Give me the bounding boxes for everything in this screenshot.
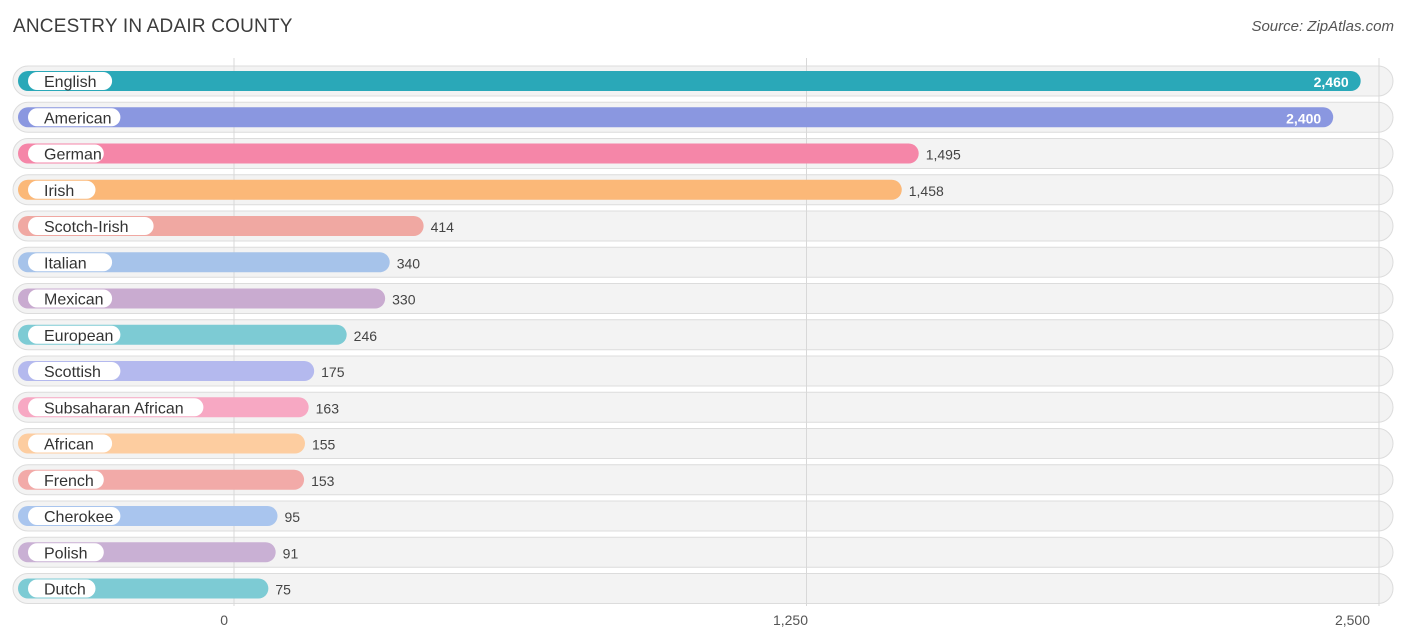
category-label: French <box>44 473 94 490</box>
row-background <box>12 428 1394 459</box>
category-label-pill <box>28 470 104 489</box>
row-background <box>12 500 1394 532</box>
value-label: 163 <box>316 400 340 416</box>
row-background <box>12 536 1394 568</box>
category-label: American <box>44 110 112 127</box>
bar <box>18 107 1334 128</box>
value-label: 414 <box>431 219 455 235</box>
row-background <box>12 319 1394 351</box>
value-label: 1,458 <box>909 183 944 199</box>
category-label: African <box>44 437 94 454</box>
category-label-pill <box>28 362 121 380</box>
bar <box>18 71 1361 91</box>
chart-title: ANCESTRY IN ADAIR COUNTY <box>13 16 293 37</box>
value-label: 2,460 <box>1314 74 1349 90</box>
category-label: Cherokee <box>44 509 113 526</box>
category-label: Subsaharan African <box>44 400 184 417</box>
value-label: 95 <box>285 509 301 525</box>
category-label-pill <box>28 579 96 598</box>
value-label: 155 <box>312 437 336 453</box>
bar <box>18 143 919 164</box>
category-label: Mexican <box>44 292 104 309</box>
category-label: Polish <box>44 545 88 562</box>
value-label: 330 <box>392 292 416 308</box>
category-label-pill <box>28 108 121 127</box>
x-tick-label: 1,250 <box>773 612 808 628</box>
value-label: 340 <box>397 255 421 271</box>
source-note: Source: ZipAtlas.com <box>1251 18 1394 35</box>
category-label-pill <box>28 398 204 417</box>
row-background <box>12 573 1394 604</box>
category-label-pill <box>28 72 113 90</box>
value-label: 1,495 <box>926 147 961 163</box>
x-tick-label: 0 <box>220 612 228 628</box>
x-tick-label: 2,500 <box>1335 612 1370 628</box>
value-label: 175 <box>321 364 345 380</box>
category-label-pill <box>28 434 113 453</box>
category-label: Dutch <box>44 582 86 599</box>
category-label-pill <box>28 253 113 272</box>
category-label: Scotch-Irish <box>44 219 128 236</box>
category-label-pill <box>28 325 121 344</box>
category-label-pill <box>28 543 104 562</box>
category-label: Irish <box>44 183 74 200</box>
value-label: 153 <box>311 473 335 489</box>
row-background <box>12 391 1394 423</box>
category-label-pill <box>28 289 113 308</box>
category-label: Italian <box>44 255 87 272</box>
row-background <box>12 464 1394 496</box>
category-label-pill <box>28 144 104 163</box>
bar <box>18 179 902 200</box>
category-label: German <box>44 147 102 164</box>
category-label-pill <box>28 217 154 235</box>
value-label: 91 <box>283 545 299 561</box>
category-label: English <box>44 74 96 91</box>
row-background <box>12 355 1394 387</box>
value-label: 75 <box>275 582 291 598</box>
value-label: 2,400 <box>1286 110 1321 126</box>
category-label: European <box>44 328 113 345</box>
category-label-pill <box>28 180 96 199</box>
bar <box>18 252 390 273</box>
category-label-pill <box>28 507 121 525</box>
category-label: Scottish <box>44 364 101 381</box>
value-label: 246 <box>354 328 378 344</box>
